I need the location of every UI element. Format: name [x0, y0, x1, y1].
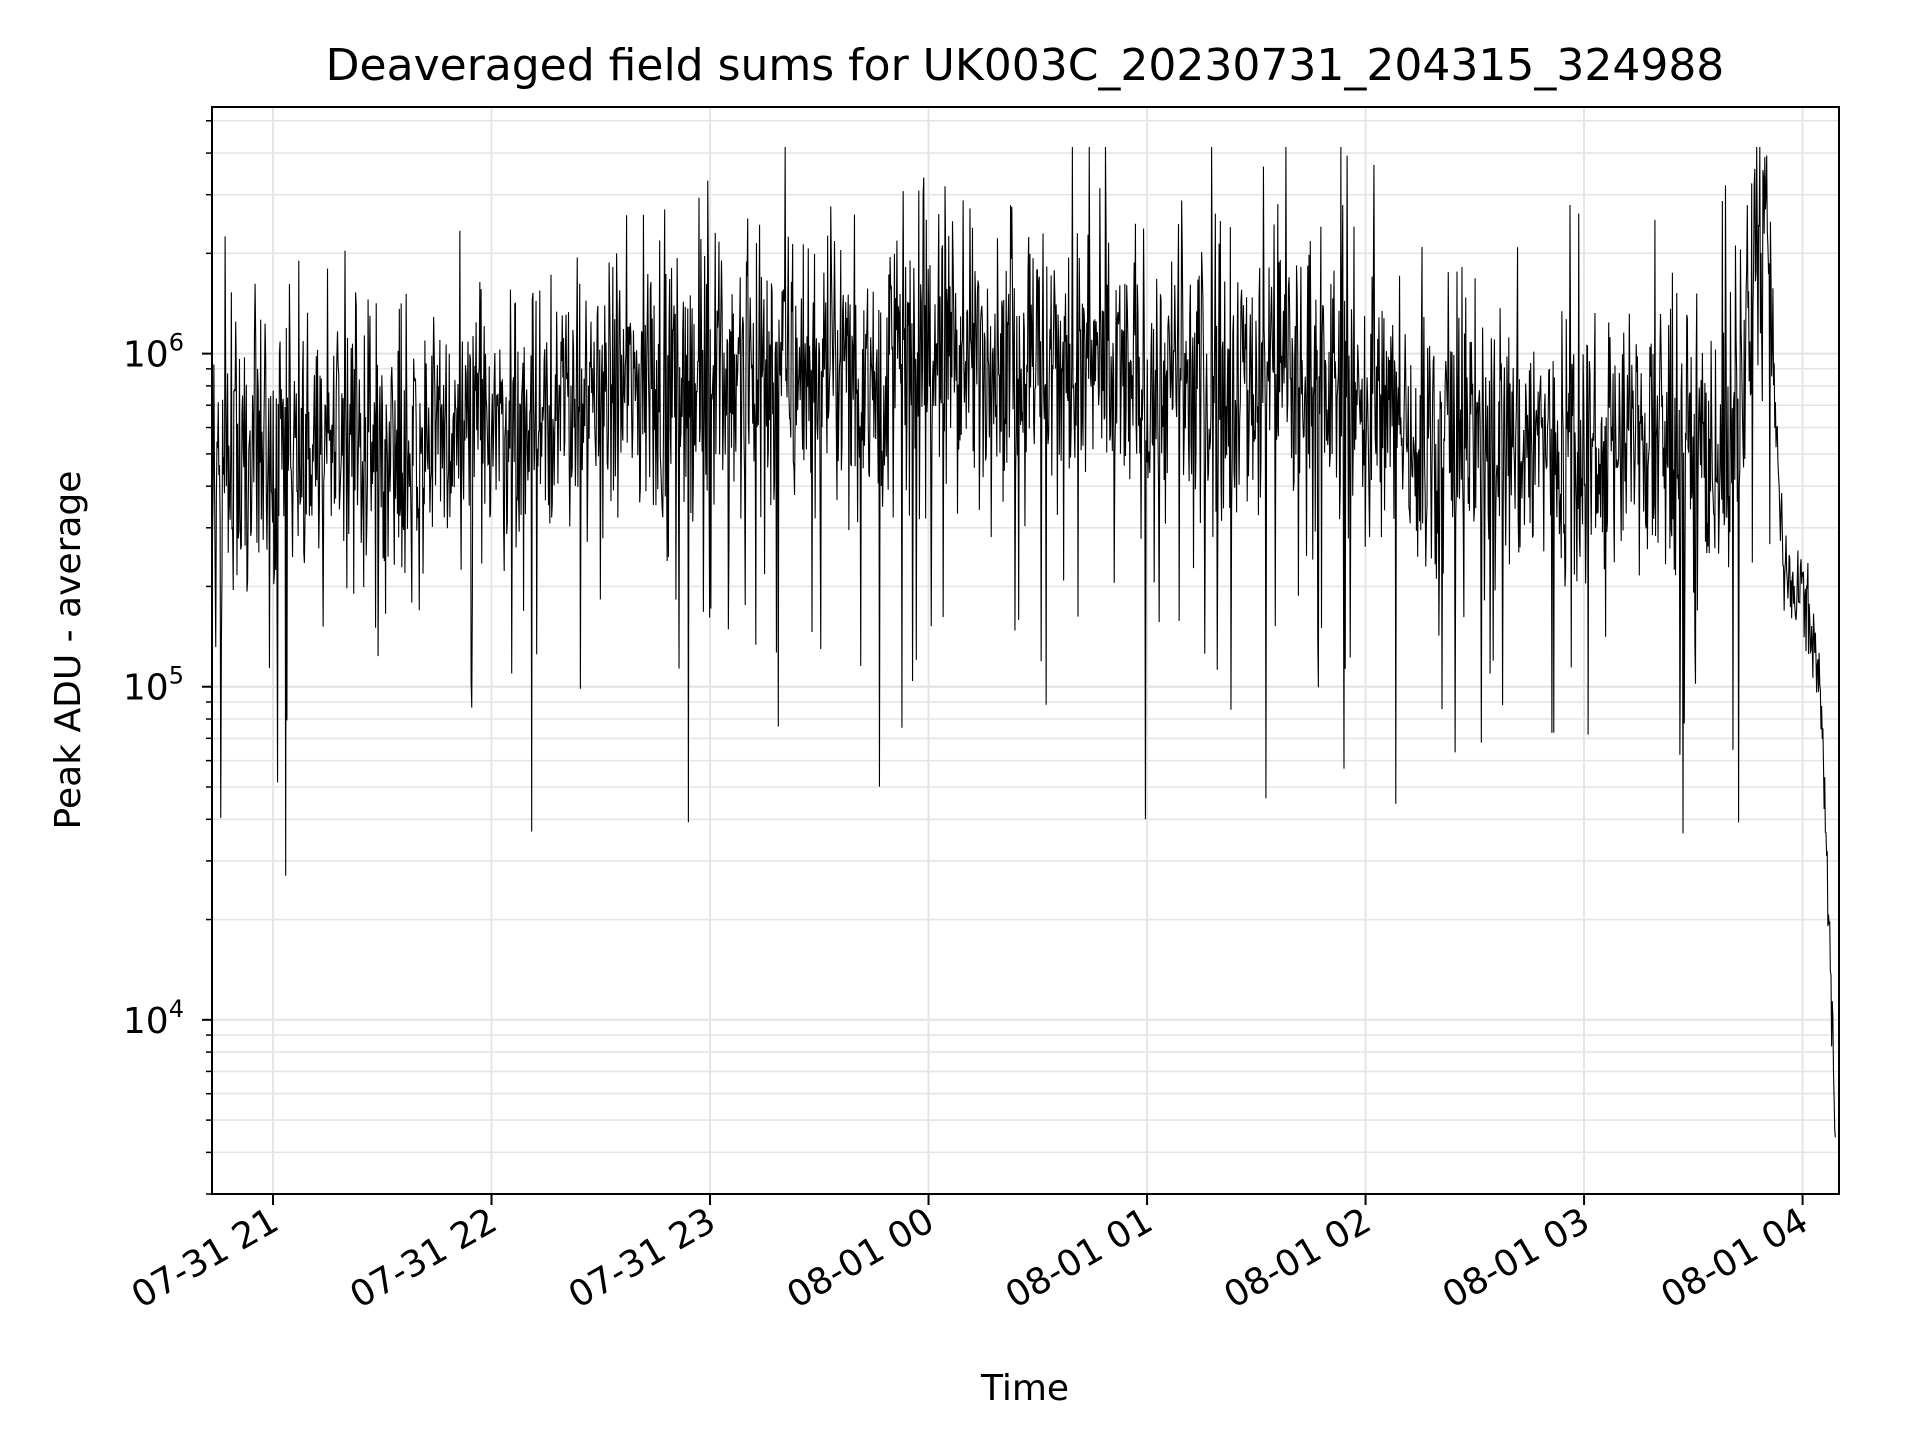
- y-tick-base: 10: [123, 335, 169, 376]
- y-tick-label: 106: [123, 329, 184, 376]
- series-line: [211, 146, 1836, 1138]
- y-tick-label: 105: [123, 662, 184, 709]
- chart-title: Deaveraged field sums for UK003C_2023073…: [326, 40, 1725, 91]
- y-axis-label: Peak ADU - average: [48, 471, 89, 830]
- y-gridlines: [212, 119, 1839, 1195]
- x-axis-label: Time: [980, 1368, 1069, 1409]
- y-tick-exponent: 5: [169, 662, 184, 690]
- y-tick-exponent: 6: [169, 329, 184, 357]
- y-tick-base: 10: [123, 1001, 169, 1042]
- y-tick-base: 10: [123, 668, 169, 709]
- plot-frame: [211, 106, 1840, 1195]
- y-tick-exponent: 4: [169, 995, 184, 1023]
- x-gridlines: [272, 107, 1804, 1194]
- y-tick-label: 104: [123, 995, 184, 1042]
